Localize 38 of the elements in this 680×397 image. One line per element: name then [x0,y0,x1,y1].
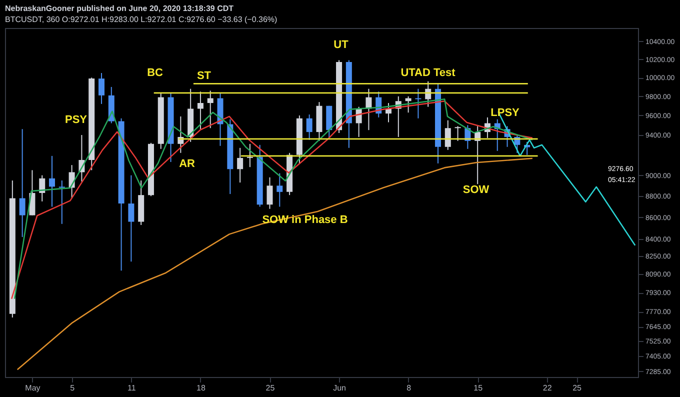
annotation: UT [334,39,349,51]
x-tick-label: 25 [572,384,582,392]
candlestick [237,147,244,184]
annotation: AR [179,158,195,170]
candlestick [306,114,312,140]
annotation: LPSY [490,107,520,119]
annotation: ST [196,70,212,82]
candlestick [197,91,204,130]
x-tick-label: Jun [333,384,346,392]
candlestick [128,174,134,262]
line-series [16,158,534,370]
candlestick [444,120,451,150]
chart-subtitle: BTCUSDT, 360 O:9272.01 H:9283.00 L:9272.01 C:9276.60 −33.63 (−0.36%) [5,15,278,24]
candlestick [98,72,104,104]
annotation: PSY [64,114,88,126]
candlestick [405,96,412,114]
annotation: SOW [462,184,490,196]
x-tick-label: 18 [196,384,206,392]
chart-title: NebraskanGooner published on June 20, 2020 13:18:39 CDT [5,4,234,13]
candlestick [49,155,56,208]
candlestick [207,90,214,129]
candlestick [19,128,26,238]
candlestick [39,174,46,202]
x-tick-label: 11 [128,384,136,392]
candlestick [246,143,253,168]
x-tick-label: 5 [70,384,76,392]
x-tick-label: 8 [406,384,412,392]
candlestick [415,88,422,119]
x-tick-label: 15 [474,384,484,392]
annotation: BC [147,67,163,79]
candlestick [454,126,461,142]
x-tick-label: May [25,384,40,392]
candlestick [276,172,283,208]
annotation: UTAD Test [400,67,456,79]
candlestick [58,180,65,224]
x-tick-label: 22 [542,384,552,392]
candlestick [266,176,273,210]
x-tick-label: 25 [266,384,276,392]
